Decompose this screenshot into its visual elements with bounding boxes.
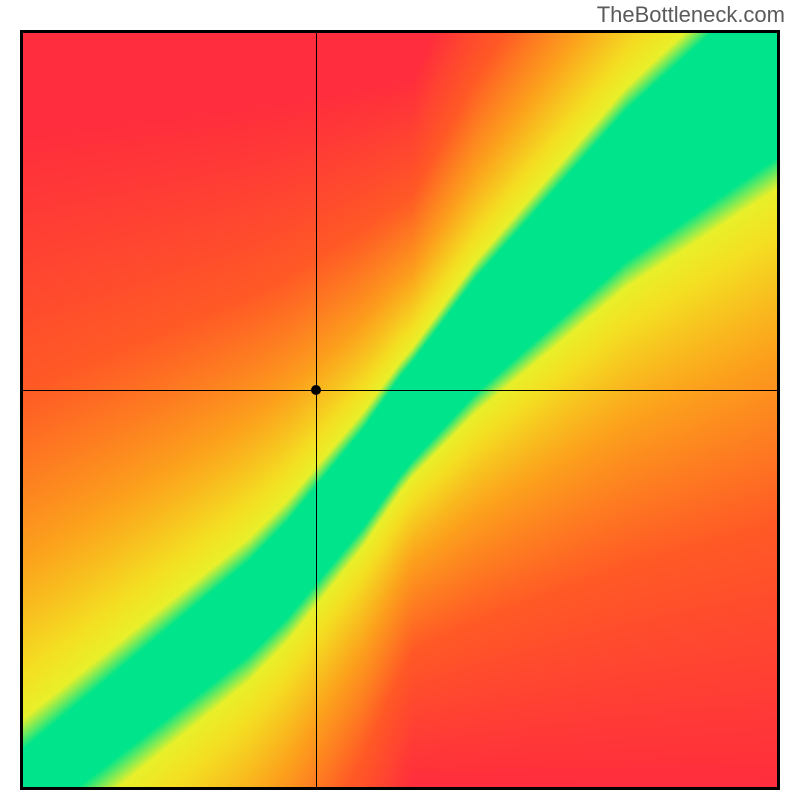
watermark-text: TheBottleneck.com (597, 2, 785, 28)
bottleneck-heatmap (20, 30, 780, 790)
crosshair-vertical (316, 33, 317, 787)
crosshair-marker (311, 385, 321, 395)
heatmap-canvas (23, 33, 777, 787)
crosshair-horizontal (23, 390, 777, 391)
